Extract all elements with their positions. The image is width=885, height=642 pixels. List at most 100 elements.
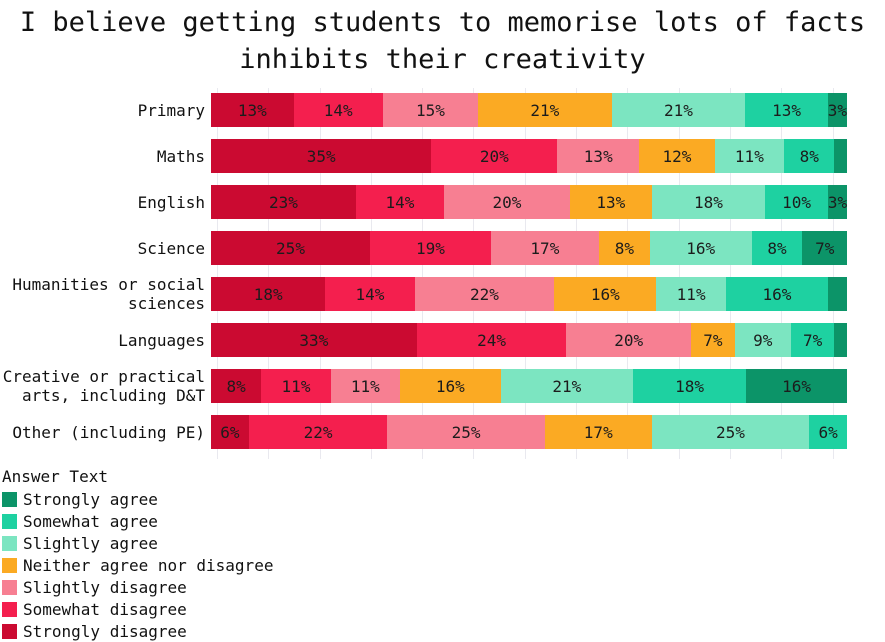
legend-item-label: Strongly agree [23, 489, 158, 509]
bar-segment-value-label: 7% [815, 238, 835, 258]
bar-segment-slightly-agree: 25% [651, 415, 810, 449]
bar-segment-value-label: 8% [614, 238, 634, 258]
category-label-text: Maths [156, 146, 205, 166]
bar-segment-somewhat-disagree: 22% [248, 415, 388, 449]
bar-segment-value-label: 22% [470, 284, 499, 304]
bar-segment-strongly-agree: 3% [828, 185, 847, 219]
legend-item-strongly-agree: Strongly agree [2, 488, 273, 510]
legend-color-swatch-icon [2, 601, 17, 617]
gridline [319, 88, 321, 459]
bar-segment-neither-agree-nor-disagree: 7% [691, 323, 735, 357]
bar-segment-value-label: 11% [281, 376, 311, 396]
bar-segment-value-label: 21% [552, 376, 582, 396]
legend-color-swatch-icon [2, 557, 17, 573]
bar-segment-slightly-agree: 11% [656, 277, 727, 311]
category-label-other-including-pe: Other (including PE) [0, 415, 211, 449]
bar-segment-somewhat-disagree: 19% [370, 231, 491, 265]
bar-segment-value-label: 9% [753, 330, 773, 350]
bar-segment-somewhat-disagree: 14% [355, 185, 444, 219]
bar-rows: Primary 13% 14% 15% 21% 21% 13% 3% Maths 35% 20% 13… [0, 93, 885, 449]
gridline [832, 88, 834, 459]
bar-segment-value-label: 20% [479, 146, 509, 166]
legend-item-label: Strongly disagree [23, 621, 187, 641]
legend-item-somewhat-agree: Somewhat agree [2, 510, 273, 532]
category-label-text: English [137, 192, 205, 212]
gridline [678, 88, 680, 459]
bar-segment-strongly-disagree: 25% [211, 231, 370, 265]
bar-segment-neither-agree-nor-disagree: 21% [478, 93, 612, 127]
stacked-bar: 8% 11% 11% 16% 21% 18% 16% [211, 369, 847, 403]
bar-segment-value-label: 14% [323, 100, 353, 120]
stacked-bar: 13% 14% 15% 21% 21% 13% 3% [211, 93, 847, 127]
bar-row-primary: Primary 13% 14% 15% 21% 21% 13% 3% [0, 93, 885, 127]
legend-title: Answer Text [2, 467, 108, 486]
bar-segment-neither-agree-nor-disagree: 17% [544, 415, 652, 449]
gridline [781, 88, 783, 459]
bar-segment-value-label: 23% [268, 192, 298, 212]
bar-segment-strongly-agree [827, 277, 847, 311]
stacked-bar: 23% 14% 20% 13% 18% 10% 3% [211, 185, 847, 219]
bar-segment-value-label: 8% [799, 146, 819, 166]
category-label-humanities-or-social-sciences: Humanities or social sciences [0, 275, 211, 313]
bar-row-other-including-pe: Other (including PE) 6% 22% 25% 17% 25% 6% [0, 415, 885, 449]
bar-segment-value-label: 21% [530, 100, 560, 120]
bar-segment-value-label: 25% [716, 422, 745, 442]
stacked-bar: 18% 14% 22% 16% 11% 16% [211, 277, 847, 311]
legend-item-label: Neither agree nor disagree [23, 555, 274, 575]
category-label-text: Humanities or social sciences [12, 275, 205, 313]
category-label-text: Creative or practical arts, including D&… [2, 367, 205, 405]
bar-segment-strongly-agree: 3% [828, 93, 847, 127]
bar-segment-neither-agree-nor-disagree: 12% [639, 139, 715, 173]
stacked-bar-chart: Primary 13% 14% 15% 21% 21% 13% 3% Maths 35% 20% 13… [0, 88, 885, 459]
bar-segment-neither-agree-nor-disagree: 13% [569, 185, 652, 219]
bar-segment-somewhat-disagree: 24% [416, 323, 567, 357]
legend-item-label: Somewhat disagree [23, 599, 187, 619]
bar-segment-slightly-agree: 16% [649, 231, 752, 265]
bar-segment-value-label: 17% [530, 238, 560, 258]
bar-segment-somewhat-agree: 8% [751, 231, 803, 265]
chart-title-line1: I believe getting students to memorise l… [19, 7, 866, 38]
stacked-bar: 33% 24% 20% 7% 9% 7% [211, 323, 847, 357]
legend-item-label: Slightly agree [23, 533, 158, 553]
bar-segment-value-label: 15% [415, 100, 445, 120]
bar-segment-slightly-disagree: 20% [566, 323, 692, 357]
bar-segment-value-label: 18% [253, 284, 283, 304]
bar-segment-value-label: 20% [492, 192, 522, 212]
bar-segment-strongly-disagree: 6% [211, 415, 249, 449]
bar-segment-value-label: 18% [675, 376, 705, 396]
bar-segment-value-label: 13% [772, 100, 801, 120]
bar-segment-slightly-agree: 21% [611, 93, 746, 127]
bar-segment-value-label: 8% [767, 238, 787, 258]
bar-segment-slightly-disagree: 20% [443, 185, 570, 219]
bar-segment-value-label: 14% [385, 192, 415, 212]
bar-segment-value-label: 12% [662, 146, 692, 166]
bar-segment-value-label: 24% [477, 330, 507, 350]
stacked-bar: 6% 22% 25% 17% 25% 6% [211, 415, 847, 449]
bar-segment-strongly-disagree: 35% [211, 139, 432, 173]
legend-color-swatch-icon [2, 623, 17, 639]
bar-segment-value-label: 14% [355, 284, 385, 304]
bar-segment-strongly-agree [834, 323, 847, 357]
bar-segment-slightly-disagree: 15% [382, 93, 479, 127]
legend-item-strongly-disagree: Strongly disagree [2, 620, 273, 642]
bar-segment-value-label: 21% [663, 100, 693, 120]
legend: Answer Text Strongly agree Somewhat agree… [2, 466, 273, 642]
bar-segment-value-label: 11% [676, 284, 706, 304]
bar-segment-somewhat-disagree: 20% [431, 139, 558, 173]
bar-segment-somewhat-agree: 6% [809, 415, 847, 449]
gridline [627, 88, 629, 459]
bar-segment-neither-agree-nor-disagree: 8% [598, 231, 650, 265]
bar-segment-somewhat-disagree: 14% [325, 277, 415, 311]
bar-segment-slightly-agree: 11% [714, 139, 785, 173]
bar-segment-slightly-agree: 18% [651, 185, 766, 219]
bar-segment-value-label: 20% [614, 330, 644, 350]
bar-segment-neither-agree-nor-disagree: 16% [554, 277, 657, 311]
category-label-text: Science [137, 238, 205, 258]
legend-item-somewhat-disagree: Somewhat disagree [2, 598, 273, 620]
chart-title: I believe getting students to memorise l… [0, 4, 885, 78]
legend-color-swatch-icon [2, 491, 17, 507]
legend-color-swatch-icon [2, 513, 17, 529]
bar-segment-strongly-disagree: 23% [211, 185, 356, 219]
legend-color-swatch-icon [2, 579, 17, 595]
